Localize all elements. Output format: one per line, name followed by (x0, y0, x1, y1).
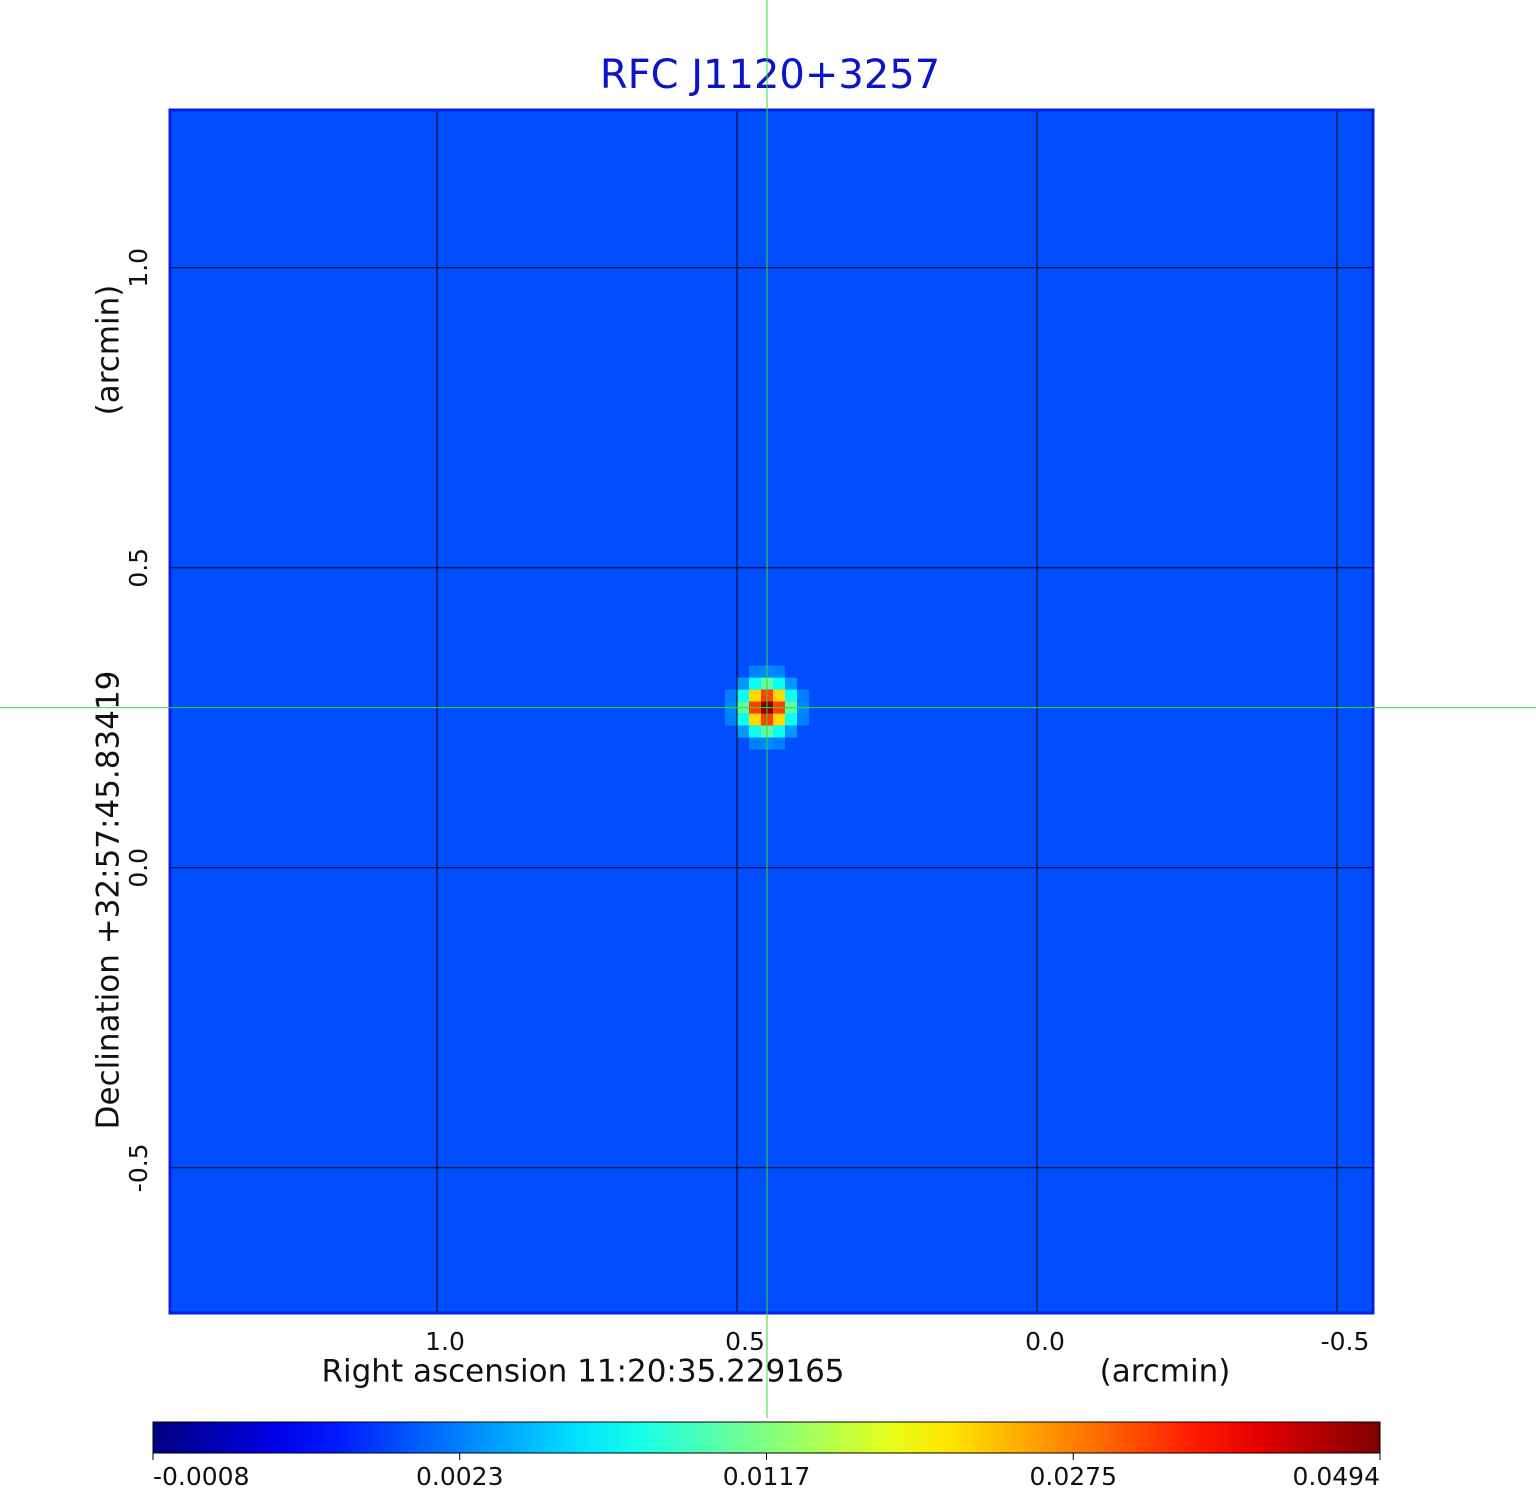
source-pixel (773, 677, 785, 690)
source-pixel (797, 689, 809, 702)
source-pixel (749, 689, 761, 702)
source-pixel (725, 689, 737, 702)
colorbar-tick-label: -0.0008 (153, 1462, 250, 1491)
y-tick-label: 0.5 (124, 548, 153, 588)
source-pixel (725, 713, 737, 726)
source-pixel (749, 713, 761, 726)
source-pixel (785, 677, 797, 690)
x-tick-label: 0.5 (725, 1327, 765, 1356)
source-pixel (773, 737, 785, 750)
colorbar-tick-label: 0.0023 (416, 1462, 503, 1491)
y-tick-label: -0.5 (124, 1143, 153, 1192)
source-pixel (785, 725, 797, 738)
x-tick-label: -0.5 (1321, 1327, 1370, 1356)
y-tick-label: 0.0 (124, 848, 153, 888)
source-pixel (749, 665, 761, 678)
source-pixel (773, 665, 785, 678)
colorbar-tick-label: 0.0117 (723, 1462, 810, 1491)
x-tick-label: 1.0 (425, 1327, 465, 1356)
chart-title: RFC J1120+3257 (600, 52, 940, 98)
source-pixel (785, 713, 797, 726)
source-pixel (737, 677, 749, 690)
colorbar (152, 1421, 1381, 1454)
source-pixel (773, 689, 785, 702)
source-pixel (797, 713, 809, 726)
y-axis-unit: (arcmin) (91, 285, 127, 416)
x-axis-label: Right ascension 11:20:35.229165 (321, 1354, 844, 1390)
source-pixel (749, 677, 761, 690)
source-pixel (749, 737, 761, 750)
source-pixel (785, 689, 797, 702)
image-frame (168, 108, 1375, 1315)
x-tick-label: 0.0 (1025, 1327, 1065, 1356)
source-pixel (737, 725, 749, 738)
source-pixel (773, 725, 785, 738)
x-axis-unit: (arcmin) (1100, 1354, 1231, 1390)
colorbar-tick-label: 0.0494 (1293, 1462, 1380, 1491)
colorbar-tick-label: 0.0275 (1030, 1462, 1117, 1491)
source-pixel (773, 713, 785, 726)
y-tick-label: 1.0 (124, 248, 153, 288)
source-pixel (749, 725, 761, 738)
source-pixel (737, 689, 749, 702)
y-axis-label: Declination +32:57:45.83419 (91, 671, 127, 1130)
source-pixel (737, 713, 749, 726)
